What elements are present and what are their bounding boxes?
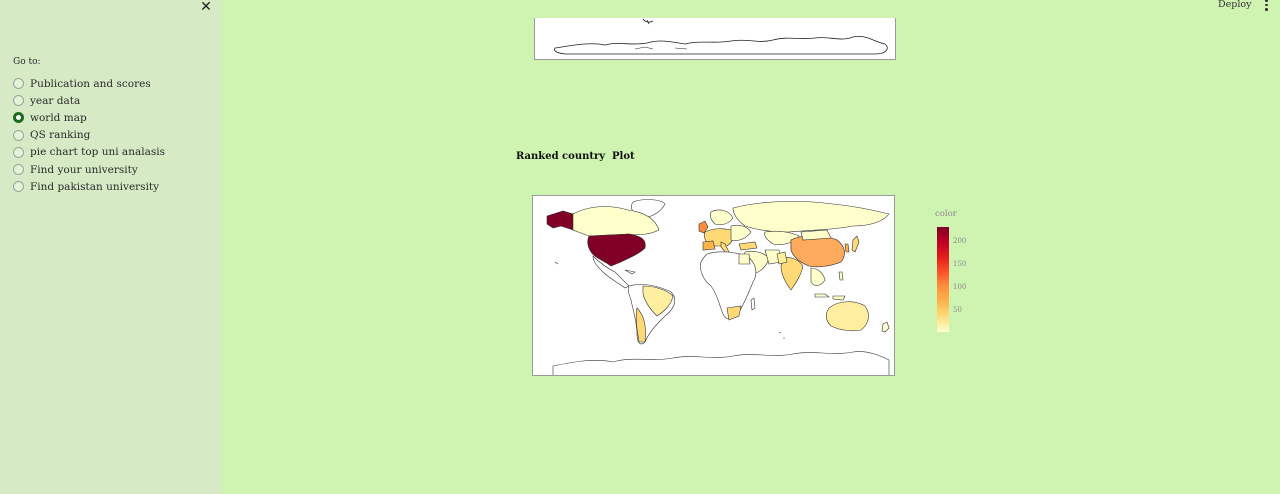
radio-label: Find your university [30, 163, 138, 176]
radio-unchecked-icon[interactable] [13, 95, 24, 107]
colorbar-tick: 200 [953, 237, 967, 245]
navigation-radio-group: Publication and scores year data world map… [13, 75, 165, 195]
world-map-svg [546, 199, 890, 375]
australia [825, 301, 869, 332]
radio-label: Publication and scores [30, 77, 151, 90]
alaska [546, 210, 574, 231]
choropleth-world-map[interactable] [532, 195, 895, 376]
radio-unchecked-icon[interactable] [13, 181, 24, 193]
brazil [642, 285, 674, 317]
sidebar: ✕ Go to: Publication and scores year data… [0, 0, 221, 494]
radio-label: QS ranking [30, 129, 91, 142]
mexico [592, 255, 630, 289]
radio-label: year data [30, 94, 81, 107]
colorbar-title: color [935, 209, 957, 219]
radio-option-world-map[interactable]: world map [13, 109, 165, 126]
philippines [838, 271, 844, 281]
pakistan [776, 251, 788, 265]
colorbar-tick: 50 [953, 306, 962, 314]
indonesia [814, 293, 846, 301]
antarctica-outline [554, 18, 888, 55]
radio-option-find-your-university[interactable]: Find your university [13, 161, 165, 178]
radio-unchecked-icon[interactable] [13, 164, 24, 176]
goto-label: Go to: [13, 57, 41, 67]
radio-label: pie chart top uni analasis [30, 146, 165, 159]
spain [702, 240, 716, 251]
radio-option-publication-and-scores[interactable]: Publication and scores [13, 75, 165, 92]
japan [851, 235, 860, 253]
radio-option-find-pakistan-university[interactable]: Find pakistan university [13, 178, 165, 195]
chile-argentina [635, 307, 646, 343]
scandinavia [709, 209, 734, 226]
close-icon[interactable]: ✕ [200, 0, 212, 15]
egypt [738, 253, 751, 265]
kazakhstan [764, 230, 800, 245]
russia [732, 201, 890, 233]
radio-label: Find pakistan university [30, 180, 160, 193]
radio-checked-icon[interactable] [13, 112, 24, 124]
previous-world-map [534, 18, 896, 60]
deploy-button[interactable]: Deploy [1218, 0, 1252, 10]
madagascar [750, 297, 756, 311]
mongolia [800, 229, 832, 241]
uk [698, 220, 709, 234]
colorbar [937, 227, 949, 332]
radio-unchecked-icon[interactable] [13, 129, 24, 141]
eastern-europe [730, 224, 752, 241]
new-zealand [881, 321, 890, 333]
south-africa [726, 305, 742, 321]
korea [844, 243, 850, 253]
radio-label: world map [30, 111, 87, 124]
chart-title: Ranked country Plot [516, 151, 635, 162]
antarctica [552, 351, 890, 375]
radio-unchecked-icon[interactable] [13, 146, 24, 158]
turkey [738, 241, 758, 251]
colorbar-tick: 100 [953, 283, 967, 291]
canada [572, 206, 660, 237]
kebab-menu-icon[interactable] [1261, 0, 1271, 12]
radio-option-pie-chart-top-uni-analasis[interactable]: pie chart top uni analasis [13, 144, 165, 161]
india [780, 257, 804, 291]
radio-unchecked-icon[interactable] [13, 78, 24, 90]
radio-option-year-data[interactable]: year data [13, 92, 165, 109]
se-asia [810, 267, 826, 286]
usa [587, 233, 646, 267]
colorbar-tick: 150 [953, 260, 967, 268]
radio-option-qs-ranking[interactable]: QS ranking [13, 127, 165, 144]
